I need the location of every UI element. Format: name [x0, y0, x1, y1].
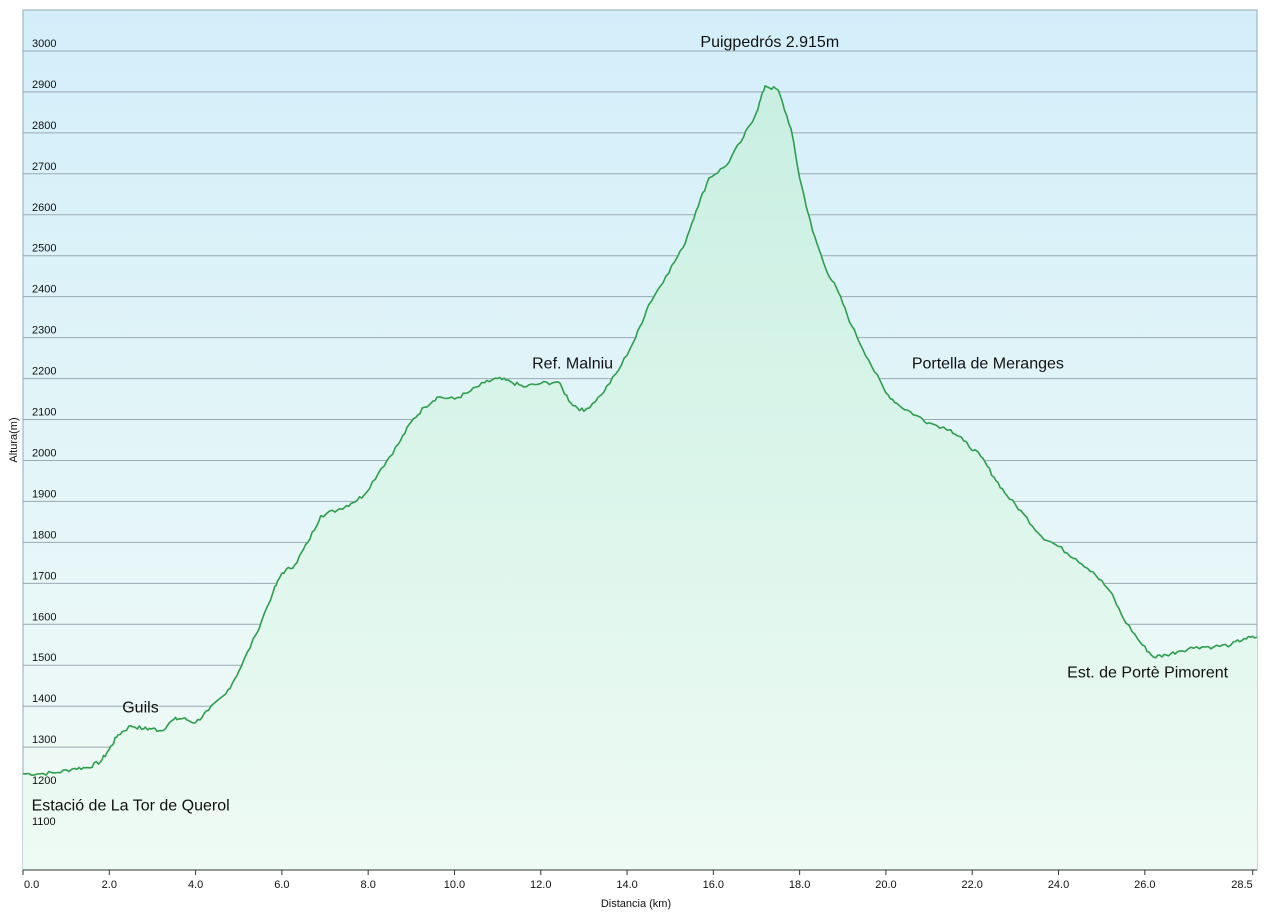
- x-tick-label: 6.0: [274, 879, 289, 891]
- annotation-label: Est. de Portè Pimorent: [1067, 665, 1229, 682]
- y-tick-label: 1300: [32, 734, 56, 746]
- y-tick-label: 1600: [32, 611, 56, 623]
- x-axis-tick-labels: 0.0 2.0 4.0 6.0 8.0 10.0 12.0 14.0 16.0 18.0 20.0 2…: [22, 870, 1254, 891]
- x-axis-title: Distancia (km): [601, 898, 671, 910]
- y-tick-label: 2200: [32, 366, 56, 378]
- y-tick-label: 2100: [32, 407, 56, 419]
- annotation-label: Guils: [122, 699, 158, 716]
- y-tick-label: 1100: [32, 816, 56, 828]
- annotation-label: Puigpedrós 2.915m: [700, 34, 839, 51]
- elevation-area-fill: [23, 85, 1257, 871]
- y-axis-tick-labels: 1100 1200 1300 1400 1500 1600 1700 1800 1900 2000…: [32, 38, 56, 828]
- y-tick-label: 1400: [32, 693, 56, 705]
- y-tick-label: 1700: [32, 570, 56, 582]
- x-tick-label: 20.0: [875, 879, 896, 891]
- y-tick-label: 1200: [32, 775, 56, 787]
- x-tick-label: 14.0: [616, 879, 637, 891]
- x-tick-label: 12.0: [530, 879, 551, 891]
- x-tick-label: 4.0: [188, 879, 203, 891]
- x-tick-label: 2.0: [102, 879, 117, 891]
- y-tick-label: 2800: [32, 120, 56, 132]
- y-tick-label: 2900: [32, 79, 56, 91]
- y-tick-label: 2400: [32, 284, 56, 296]
- y-tick-label: 3000: [32, 38, 56, 50]
- annotation-label: Estació de La Tor de Querol: [32, 798, 230, 815]
- y-tick-label: 1500: [32, 652, 56, 664]
- y-tick-label: 2300: [32, 325, 56, 337]
- x-tick-label: 28.5: [1231, 879, 1252, 891]
- x-tick-label: 10.0: [444, 879, 465, 891]
- y-tick-label: 1800: [32, 529, 56, 541]
- y-tick-label: 2500: [32, 243, 56, 255]
- elevation-series-line: [23, 85, 1258, 777]
- y-tick-label: 2700: [32, 161, 56, 173]
- y-axis-title: Altura(m): [8, 417, 20, 462]
- annotations: Estació de La Tor de Querol Guils Ref. Mal…: [32, 34, 1229, 815]
- y-tick-label: 2600: [32, 202, 56, 214]
- x-tick-label: 26.0: [1134, 879, 1155, 891]
- y-tick-label: 1900: [32, 488, 56, 500]
- annotation-label: Portella de Meranges: [912, 355, 1064, 372]
- x-tick-label: 8.0: [361, 879, 376, 891]
- x-tick-label: 22.0: [962, 879, 983, 891]
- x-tick-label: 0.0: [24, 879, 39, 891]
- x-tick-label: 24.0: [1048, 879, 1069, 891]
- x-tick-label: 18.0: [789, 879, 810, 891]
- annotation-label: Ref. Malniu: [532, 355, 613, 372]
- y-tick-label: 2000: [32, 447, 56, 459]
- x-tick-label: 16.0: [703, 879, 724, 891]
